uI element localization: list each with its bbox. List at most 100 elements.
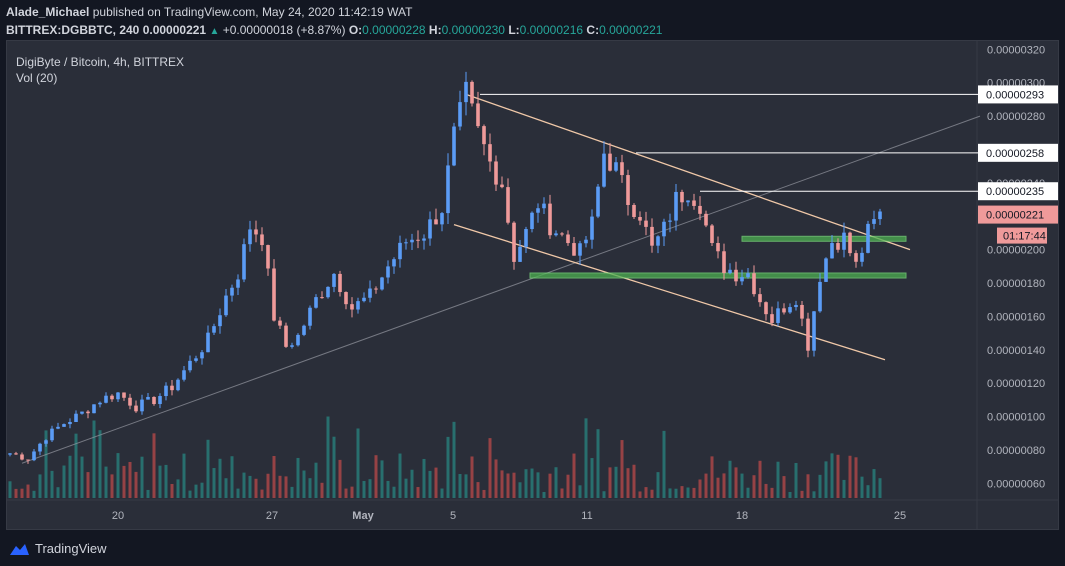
volume-bar — [476, 482, 480, 498]
volume-bar — [386, 480, 390, 498]
volume-bar — [188, 490, 192, 498]
candle-body — [854, 253, 858, 262]
volume-bar — [308, 478, 312, 498]
volume-bar — [8, 481, 12, 498]
candle-body — [782, 308, 786, 313]
candle-body — [296, 334, 300, 346]
volume-bar — [116, 453, 120, 498]
volume-bar — [284, 476, 288, 498]
volume-bar — [254, 478, 258, 498]
volume-bar — [344, 488, 348, 498]
volume-bar — [494, 459, 498, 498]
candle-body — [50, 428, 54, 441]
y-tick-label: 0.00000180 — [987, 278, 1045, 290]
volume-bar — [338, 459, 342, 498]
candle-body — [578, 243, 582, 256]
volume-bar — [632, 464, 636, 498]
volume-bar — [656, 472, 660, 498]
y-tick-label: 0.00000140 — [987, 345, 1045, 357]
volume-bar — [584, 418, 588, 498]
price-level-label: 0.00000235 — [986, 186, 1044, 198]
candle-body — [530, 212, 534, 230]
candle-body — [476, 103, 480, 127]
candle-body — [734, 269, 738, 282]
volume-indicator-label[interactable]: Vol (20) — [16, 71, 58, 85]
volume-bar — [164, 464, 168, 498]
volume-bar — [578, 485, 582, 498]
candle-body — [686, 200, 690, 203]
symbol-title[interactable]: DigiByte / Bitcoin, 4h, BITTREX — [16, 55, 185, 69]
volume-bar — [566, 474, 570, 498]
volume-bar — [836, 454, 840, 498]
candle-body — [26, 459, 30, 461]
candle-body — [218, 315, 222, 327]
volume-bar — [686, 487, 690, 498]
candle-body — [62, 424, 66, 427]
candle-body — [224, 295, 228, 316]
volume-bar — [296, 457, 300, 498]
trendlines — [21, 93, 981, 464]
volume-bar — [638, 491, 642, 498]
volume-bar — [230, 456, 234, 498]
author-name[interactable]: Alade_Michael — [6, 5, 90, 19]
green-zone — [741, 235, 907, 242]
candle-body — [644, 220, 648, 227]
volume-bar — [302, 470, 306, 498]
volume-bar — [758, 460, 762, 498]
volume-bar — [620, 440, 624, 498]
tradingview-logo[interactable]: TradingView — [8, 541, 107, 556]
candle-body — [626, 175, 630, 205]
candle-body — [308, 307, 312, 326]
candle-body — [260, 234, 264, 246]
x-tick-label: 27 — [266, 510, 278, 522]
candle-body — [518, 246, 522, 262]
volume-bar — [272, 455, 276, 498]
candle-body — [560, 233, 564, 235]
price-level-label: 0.00000258 — [986, 148, 1044, 160]
volume-bar — [410, 469, 414, 498]
candle-body — [662, 221, 666, 237]
volume-bar — [260, 489, 264, 498]
volume-bar — [248, 475, 252, 498]
candle-body — [470, 81, 474, 104]
candle-body — [704, 213, 708, 226]
volume-bar — [128, 461, 132, 498]
volume-bar — [74, 433, 78, 498]
volume-bar — [530, 468, 534, 498]
volume-bar — [572, 453, 576, 498]
chart-area[interactable] — [6, 40, 1059, 530]
volume-bar — [266, 473, 270, 498]
candle-body — [398, 242, 402, 260]
volume-bar — [650, 489, 654, 498]
volume-bar — [614, 466, 618, 498]
current-price-box — [978, 205, 1058, 224]
volume-bar — [596, 429, 600, 498]
volume-bar — [434, 467, 438, 498]
volume-bar — [470, 456, 474, 498]
volume-bar — [704, 473, 708, 498]
x-tick-label: May — [352, 510, 374, 522]
volume-bar — [104, 466, 108, 498]
candle-body — [728, 269, 732, 274]
volume-bar — [878, 478, 882, 498]
candle-body — [452, 126, 456, 166]
candle-body — [98, 402, 102, 405]
candle-body — [32, 451, 36, 461]
candle-body — [74, 413, 78, 422]
volume-bar — [740, 473, 744, 498]
volume-bar — [170, 483, 174, 498]
volume-bar — [770, 487, 774, 498]
price-chart-svg[interactable]: 0.000003200.000003000.000002800.00000260… — [0, 0, 1065, 534]
volume-bar — [848, 455, 852, 498]
candle-body — [764, 302, 768, 315]
volume-bar — [482, 489, 486, 498]
volume-bar — [362, 480, 366, 498]
volume-bar — [812, 491, 816, 498]
candle-body — [350, 304, 354, 310]
candle-body — [596, 186, 600, 217]
candle-body — [362, 297, 366, 302]
candle-body — [44, 440, 48, 444]
volume-bar — [368, 479, 372, 498]
volume-bar — [674, 488, 678, 498]
candle-body — [440, 213, 444, 225]
